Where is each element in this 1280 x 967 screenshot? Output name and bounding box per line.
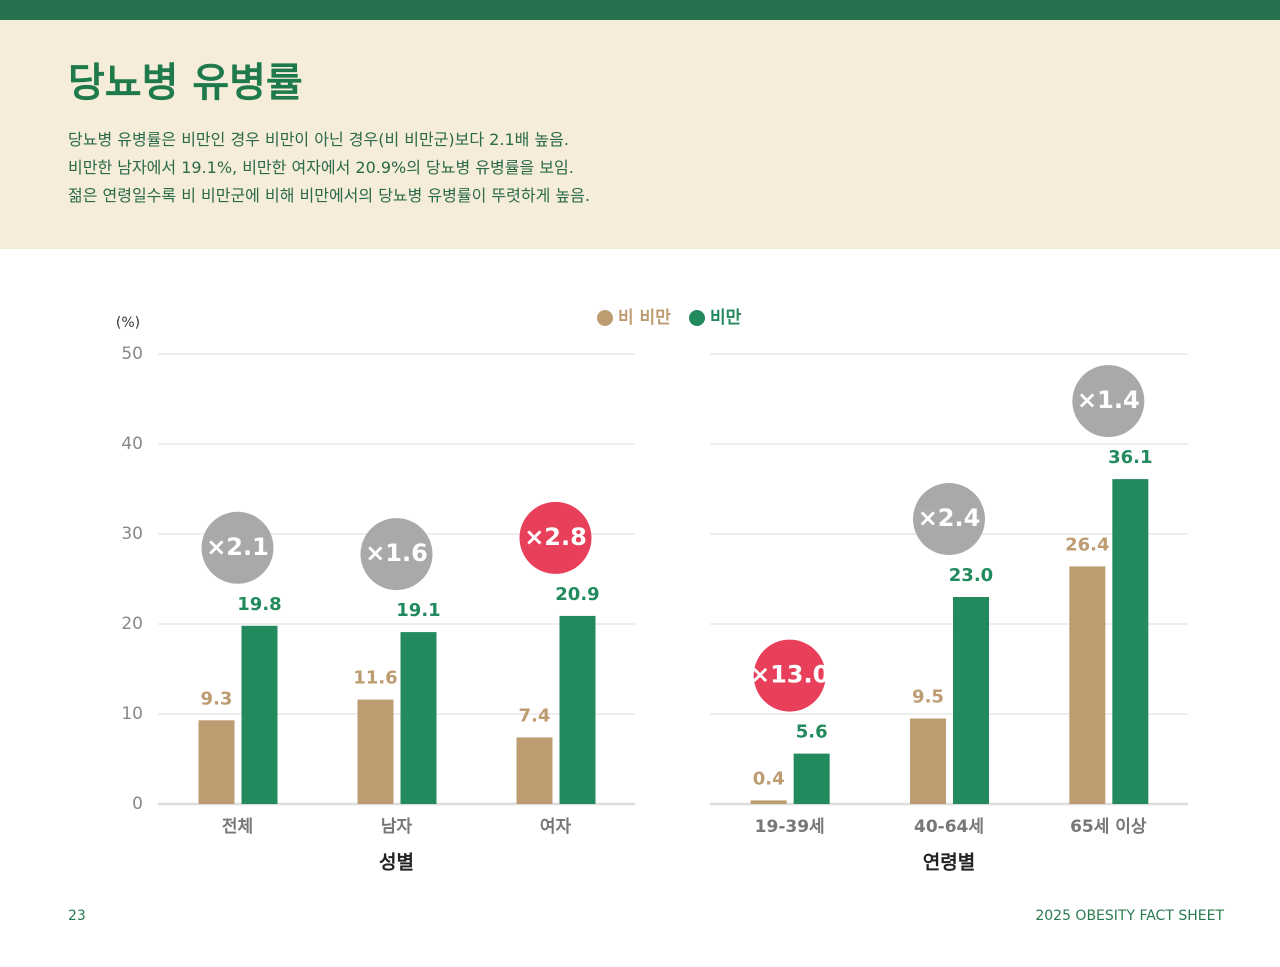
y-tick-label: 40 xyxy=(121,434,143,454)
ratio-label: ×2.1 xyxy=(206,533,269,561)
x-axis-label: 연령별 xyxy=(923,852,975,874)
bar xyxy=(750,800,787,804)
ratio-label: ×13.0 xyxy=(750,661,829,689)
ratio-badge xyxy=(913,483,985,555)
value-label: 0.4 xyxy=(753,768,785,789)
ratio-badge xyxy=(360,518,433,591)
value-label: 9.3 xyxy=(201,688,233,709)
ratio-label: ×2.8 xyxy=(524,523,587,551)
y-tick-label: 30 xyxy=(121,524,143,544)
description: 비만한 남자에서 19.1%, 비만한 여자에서 20.9%의 당뇨병 유병률을… xyxy=(68,158,574,177)
description: 젊은 연령일수록 비 비만군에 비해 비만에서의 당뇨병 유병률이 뚜렷하게 높… xyxy=(68,186,590,205)
value-label: 19.8 xyxy=(237,594,281,615)
value-label: 9.5 xyxy=(912,687,944,708)
bar xyxy=(559,615,596,804)
bar xyxy=(241,625,278,804)
x-tick-label: 전체 xyxy=(222,817,253,837)
ratio-label: ×1.4 xyxy=(1077,386,1140,414)
header: 당뇨병 유병률 당뇨병 유병률은 비만인 경우 비만이 아닌 경우(비 비만군)… xyxy=(0,20,1280,249)
x-tick-label: 남자 xyxy=(381,817,413,837)
description: 당뇨병 유병률은 비만인 경우 비만이 아닌 경우(비 비만군)보다 2.1배 … xyxy=(68,130,569,149)
value-label: 11.6 xyxy=(353,668,397,689)
bar xyxy=(1112,479,1149,804)
x-tick-label: 19-39세 xyxy=(755,817,825,837)
value-label: 23.0 xyxy=(949,565,993,586)
page-number: 23 xyxy=(68,908,86,924)
ratio-label: ×1.6 xyxy=(365,539,428,567)
value-label: 26.4 xyxy=(1065,534,1109,555)
y-tick-label: 10 xyxy=(121,704,143,724)
bar xyxy=(357,699,394,804)
legend-marker xyxy=(597,310,613,326)
ratio-label: ×2.4 xyxy=(918,504,981,532)
value-label: 19.1 xyxy=(396,600,440,621)
y-tick-label: 20 xyxy=(121,614,143,634)
legend-label: 비 비만 xyxy=(618,308,671,328)
footer-source: 2025 OBESITY FACT SHEET xyxy=(1035,908,1224,924)
ratio-badge xyxy=(1072,365,1145,438)
y-axis-label: (%) xyxy=(116,315,140,331)
legend-marker xyxy=(689,310,705,326)
top-bar xyxy=(0,0,1280,20)
bar xyxy=(793,753,830,804)
bar xyxy=(198,720,235,804)
ratio-badge xyxy=(201,511,274,584)
x-tick-label: 40-64세 xyxy=(914,817,984,837)
x-tick-label: 여자 xyxy=(540,817,572,837)
legend-label: 비만 xyxy=(710,308,742,328)
bar xyxy=(516,737,553,804)
value-label: 5.6 xyxy=(796,722,828,743)
page-title: 당뇨병 유병률 xyxy=(68,60,303,106)
bar xyxy=(1069,566,1106,804)
bar xyxy=(953,597,989,804)
y-tick-label: 0 xyxy=(132,794,143,814)
ratio-badge xyxy=(519,501,592,574)
value-label: 20.9 xyxy=(555,584,599,605)
ratio-badge xyxy=(753,639,826,712)
value-label: 7.4 xyxy=(519,705,551,726)
bar xyxy=(400,632,437,804)
y-tick-label: 50 xyxy=(121,344,143,364)
bar xyxy=(910,718,946,804)
x-tick-label: 65세 이상 xyxy=(1070,817,1147,837)
value-label: 36.1 xyxy=(1108,447,1152,468)
x-axis-label: 성별 xyxy=(379,852,414,874)
